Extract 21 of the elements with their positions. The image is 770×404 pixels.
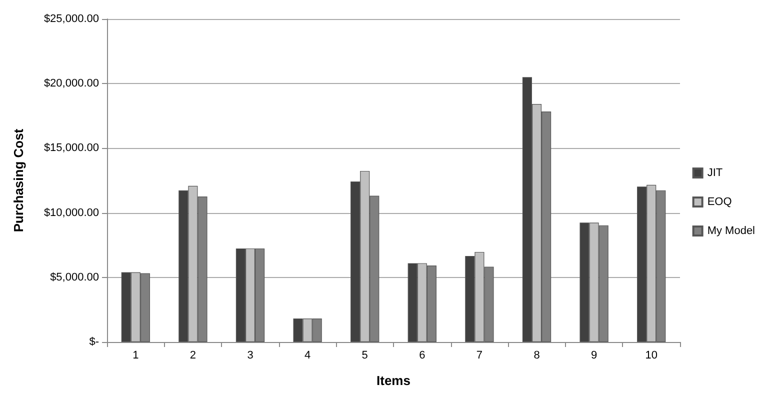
y-axis-title: Purchasing Cost bbox=[11, 128, 26, 232]
x-tick-label: 1 bbox=[132, 350, 139, 362]
y-tick-label: $10,000.00 bbox=[44, 206, 99, 219]
legend-label: My Model bbox=[707, 225, 756, 237]
x-tick-label: 9 bbox=[590, 350, 598, 362]
x-tick-label: 10 bbox=[645, 350, 658, 362]
x-axis-title: Items bbox=[376, 373, 410, 388]
y-tick-label: $25,000.00 bbox=[44, 13, 99, 25]
legend-label: JIT bbox=[707, 167, 723, 179]
x-tick-label: 4 bbox=[304, 350, 311, 362]
x-tick-label: 5 bbox=[362, 350, 368, 362]
y-tick-label: $15,000.00 bbox=[44, 142, 99, 154]
x-tick-label: 6 bbox=[419, 350, 426, 362]
x-tick-label: 7 bbox=[476, 350, 483, 362]
y-tick-label: $5,000.00 bbox=[50, 271, 99, 284]
x-tick-label: 8 bbox=[534, 350, 540, 362]
y-tick-label: $- bbox=[89, 336, 100, 348]
legend-label: EOQ bbox=[707, 196, 732, 208]
x-tick-label: 3 bbox=[247, 350, 254, 362]
y-tick-label: $20,000.00 bbox=[44, 78, 99, 90]
x-tick-label: 2 bbox=[190, 350, 196, 362]
